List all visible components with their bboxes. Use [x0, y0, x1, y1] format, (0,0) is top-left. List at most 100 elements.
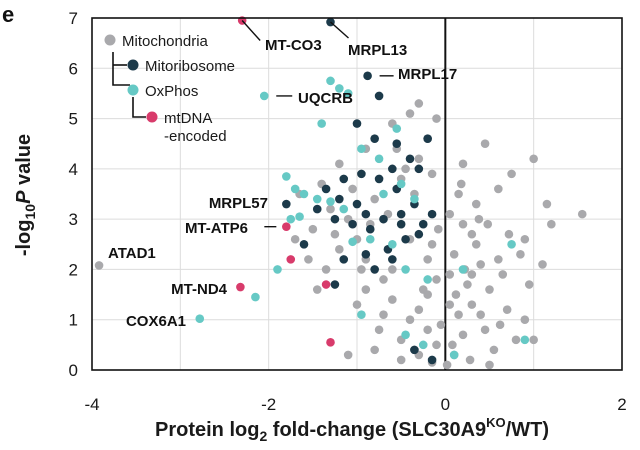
point-ribo [339, 174, 349, 184]
point-mito [504, 229, 514, 239]
point-ribo [418, 219, 428, 229]
legend-bracket [112, 52, 130, 86]
point-ribo [396, 209, 406, 219]
x-axis-title-post: /WT) [506, 419, 549, 441]
point-mito [379, 310, 388, 319]
point-oxphos [507, 239, 516, 249]
point-oxphos [348, 237, 357, 247]
x-axis-title-mid: fold-change (SLC30A9 [267, 419, 486, 441]
point-oxphos [401, 265, 410, 274]
legend-marker-mitoribosome [127, 59, 139, 71]
point-ribo [361, 250, 371, 259]
point-ribo [339, 255, 349, 264]
y-tick-label: 7 [69, 9, 78, 28]
annotations: MT-CO3 MRPL13 MRPL17 UQCRB MRPL57 MT-ATP6 ATAD… [108, 37, 457, 330]
point-oxphos [343, 89, 353, 98]
point-mito [547, 219, 556, 229]
point-mito [401, 164, 410, 174]
point-mito [465, 355, 475, 365]
point-oxphos [312, 194, 322, 204]
point-mito [352, 300, 362, 309]
point-mito [476, 310, 485, 319]
point-ribo [330, 214, 340, 224]
point-mito [511, 335, 521, 345]
point-oxphos [299, 189, 309, 199]
point-mito [432, 114, 441, 123]
y-tick-label: 2 [69, 260, 78, 279]
point-mito [538, 260, 547, 269]
point-mito [454, 310, 463, 319]
point-oxphos [326, 197, 335, 206]
point-mito [577, 209, 587, 219]
x-axis-title-sup: KO [486, 415, 506, 430]
point-mito [463, 280, 472, 289]
point-mito [361, 285, 371, 294]
point-oxphos [396, 179, 406, 189]
legend-marker-mtdna [146, 111, 158, 123]
point-mito [502, 305, 512, 314]
legend-marker-mitochondria [104, 34, 116, 46]
legend-label-mtdna-line1: mtDNA [164, 110, 212, 127]
point-ribo [363, 71, 372, 81]
point-mito [529, 335, 538, 345]
point-mito [454, 189, 463, 199]
point-mito [489, 345, 499, 355]
point-oxphos [423, 275, 432, 284]
point-mito [480, 325, 490, 335]
point-oxphos [418, 340, 428, 350]
point-mito [388, 265, 397, 274]
point-mito [458, 219, 468, 229]
point-mito [423, 325, 432, 335]
point-mito [485, 285, 494, 294]
y-tick-label: 0 [69, 361, 78, 380]
point-mito [308, 224, 318, 234]
point-oxphos [286, 214, 296, 224]
point-mito [467, 229, 477, 239]
point-oxphos [357, 310, 366, 319]
point-oxphos [251, 292, 260, 302]
point-ribo [396, 219, 406, 229]
legend-marker-oxphos [127, 84, 139, 96]
point-mito [445, 270, 455, 279]
point-mito [520, 234, 530, 244]
point-oxphos [273, 265, 282, 274]
point-ribo [361, 209, 371, 219]
point-mito [405, 109, 415, 118]
point-ribo [392, 139, 402, 149]
point-mito [370, 194, 379, 204]
annotation-label: MRPL57 [209, 195, 268, 212]
y-axis-title-sub: 10 [22, 204, 38, 220]
x-tick-label: 2 [617, 395, 626, 414]
x-tick-label: -2 [261, 395, 276, 414]
point-mito [445, 209, 455, 219]
point-mito [388, 295, 397, 304]
y-tick-label: 5 [69, 110, 78, 129]
point-mito [343, 350, 353, 360]
point-mito [495, 320, 505, 330]
point-mtdna [286, 255, 296, 264]
point-mito [467, 270, 477, 279]
point-ribo [427, 355, 437, 365]
legend-label-mitoribosome: Mitoribosome [145, 58, 235, 75]
legend-label-mtdna-line2: -encoded [164, 128, 227, 145]
point-mito [418, 285, 428, 294]
y-tick-label: 6 [69, 59, 78, 78]
point-mito [304, 255, 313, 264]
point-mito [449, 250, 459, 259]
point-ribo [427, 209, 437, 219]
x-tick-label: 0 [441, 395, 450, 414]
point-mito [524, 280, 534, 289]
point-oxphos [410, 194, 419, 204]
point-ribo [410, 345, 419, 355]
point-mito [396, 355, 406, 365]
point-ribo [405, 154, 415, 164]
point-ribo [388, 255, 397, 264]
x-tick-label: -4 [84, 395, 99, 414]
y-axis-title-post: value [13, 134, 35, 191]
point-mito [451, 290, 461, 299]
point-mito [414, 154, 424, 164]
point-mito [436, 320, 446, 330]
point-oxphos [520, 335, 530, 345]
point-mito [427, 169, 437, 179]
point-mito [374, 325, 384, 335]
